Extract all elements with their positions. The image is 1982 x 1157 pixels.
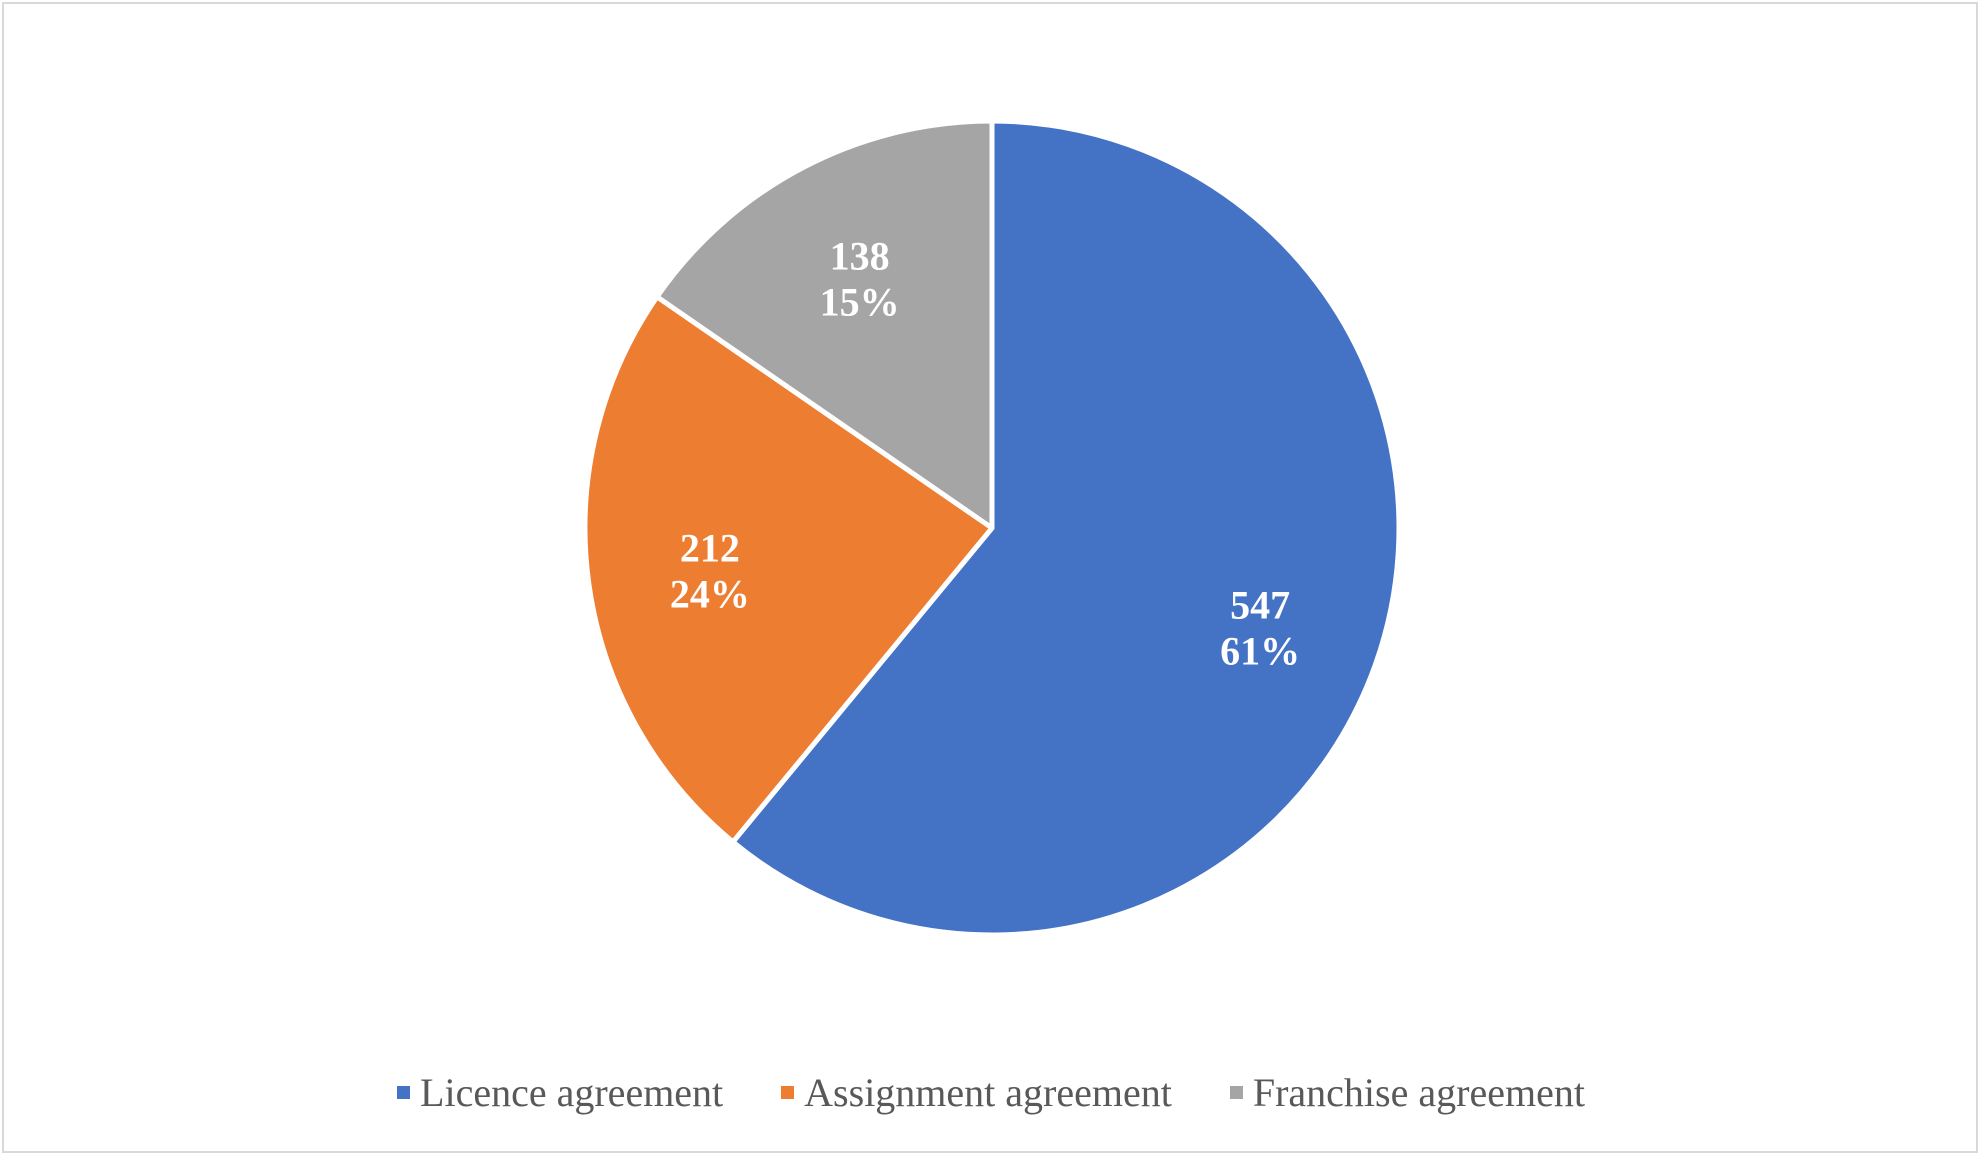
data-label-percent-licence: 61% [1220, 628, 1300, 673]
legend-item-licence: Licence agreement [397, 1069, 723, 1116]
pie-slice-licence [730, 118, 1402, 938]
legend-label-franchise: Franchise agreement [1252, 1069, 1585, 1115]
data-label-value-franchise: 138 [830, 234, 890, 279]
data-label-percent-assignment: 24% [670, 571, 750, 616]
data-label-percent-franchise: 15% [820, 280, 900, 325]
pie-slice-franchise [654, 118, 995, 531]
legend-label-licence: Licence agreement [420, 1069, 724, 1115]
data-label-value-assignment: 212 [680, 525, 740, 570]
legend-swatch-assignment [781, 1085, 795, 1099]
legend: Licence agreement Assignment agreement F… [0, 1066, 1982, 1118]
legend-label-assignment: Assignment agreement [804, 1069, 1172, 1115]
legend-swatch-franchise [1229, 1085, 1243, 1099]
data-label-value-licence: 547 [1230, 582, 1290, 627]
pie-slices [582, 118, 1402, 938]
pie-slice-assignment [582, 294, 995, 845]
legend-item-franchise: Franchise agreement [1229, 1069, 1585, 1116]
legend-swatch-licence [397, 1085, 411, 1099]
legend-item-assignment: Assignment agreement [781, 1069, 1172, 1116]
